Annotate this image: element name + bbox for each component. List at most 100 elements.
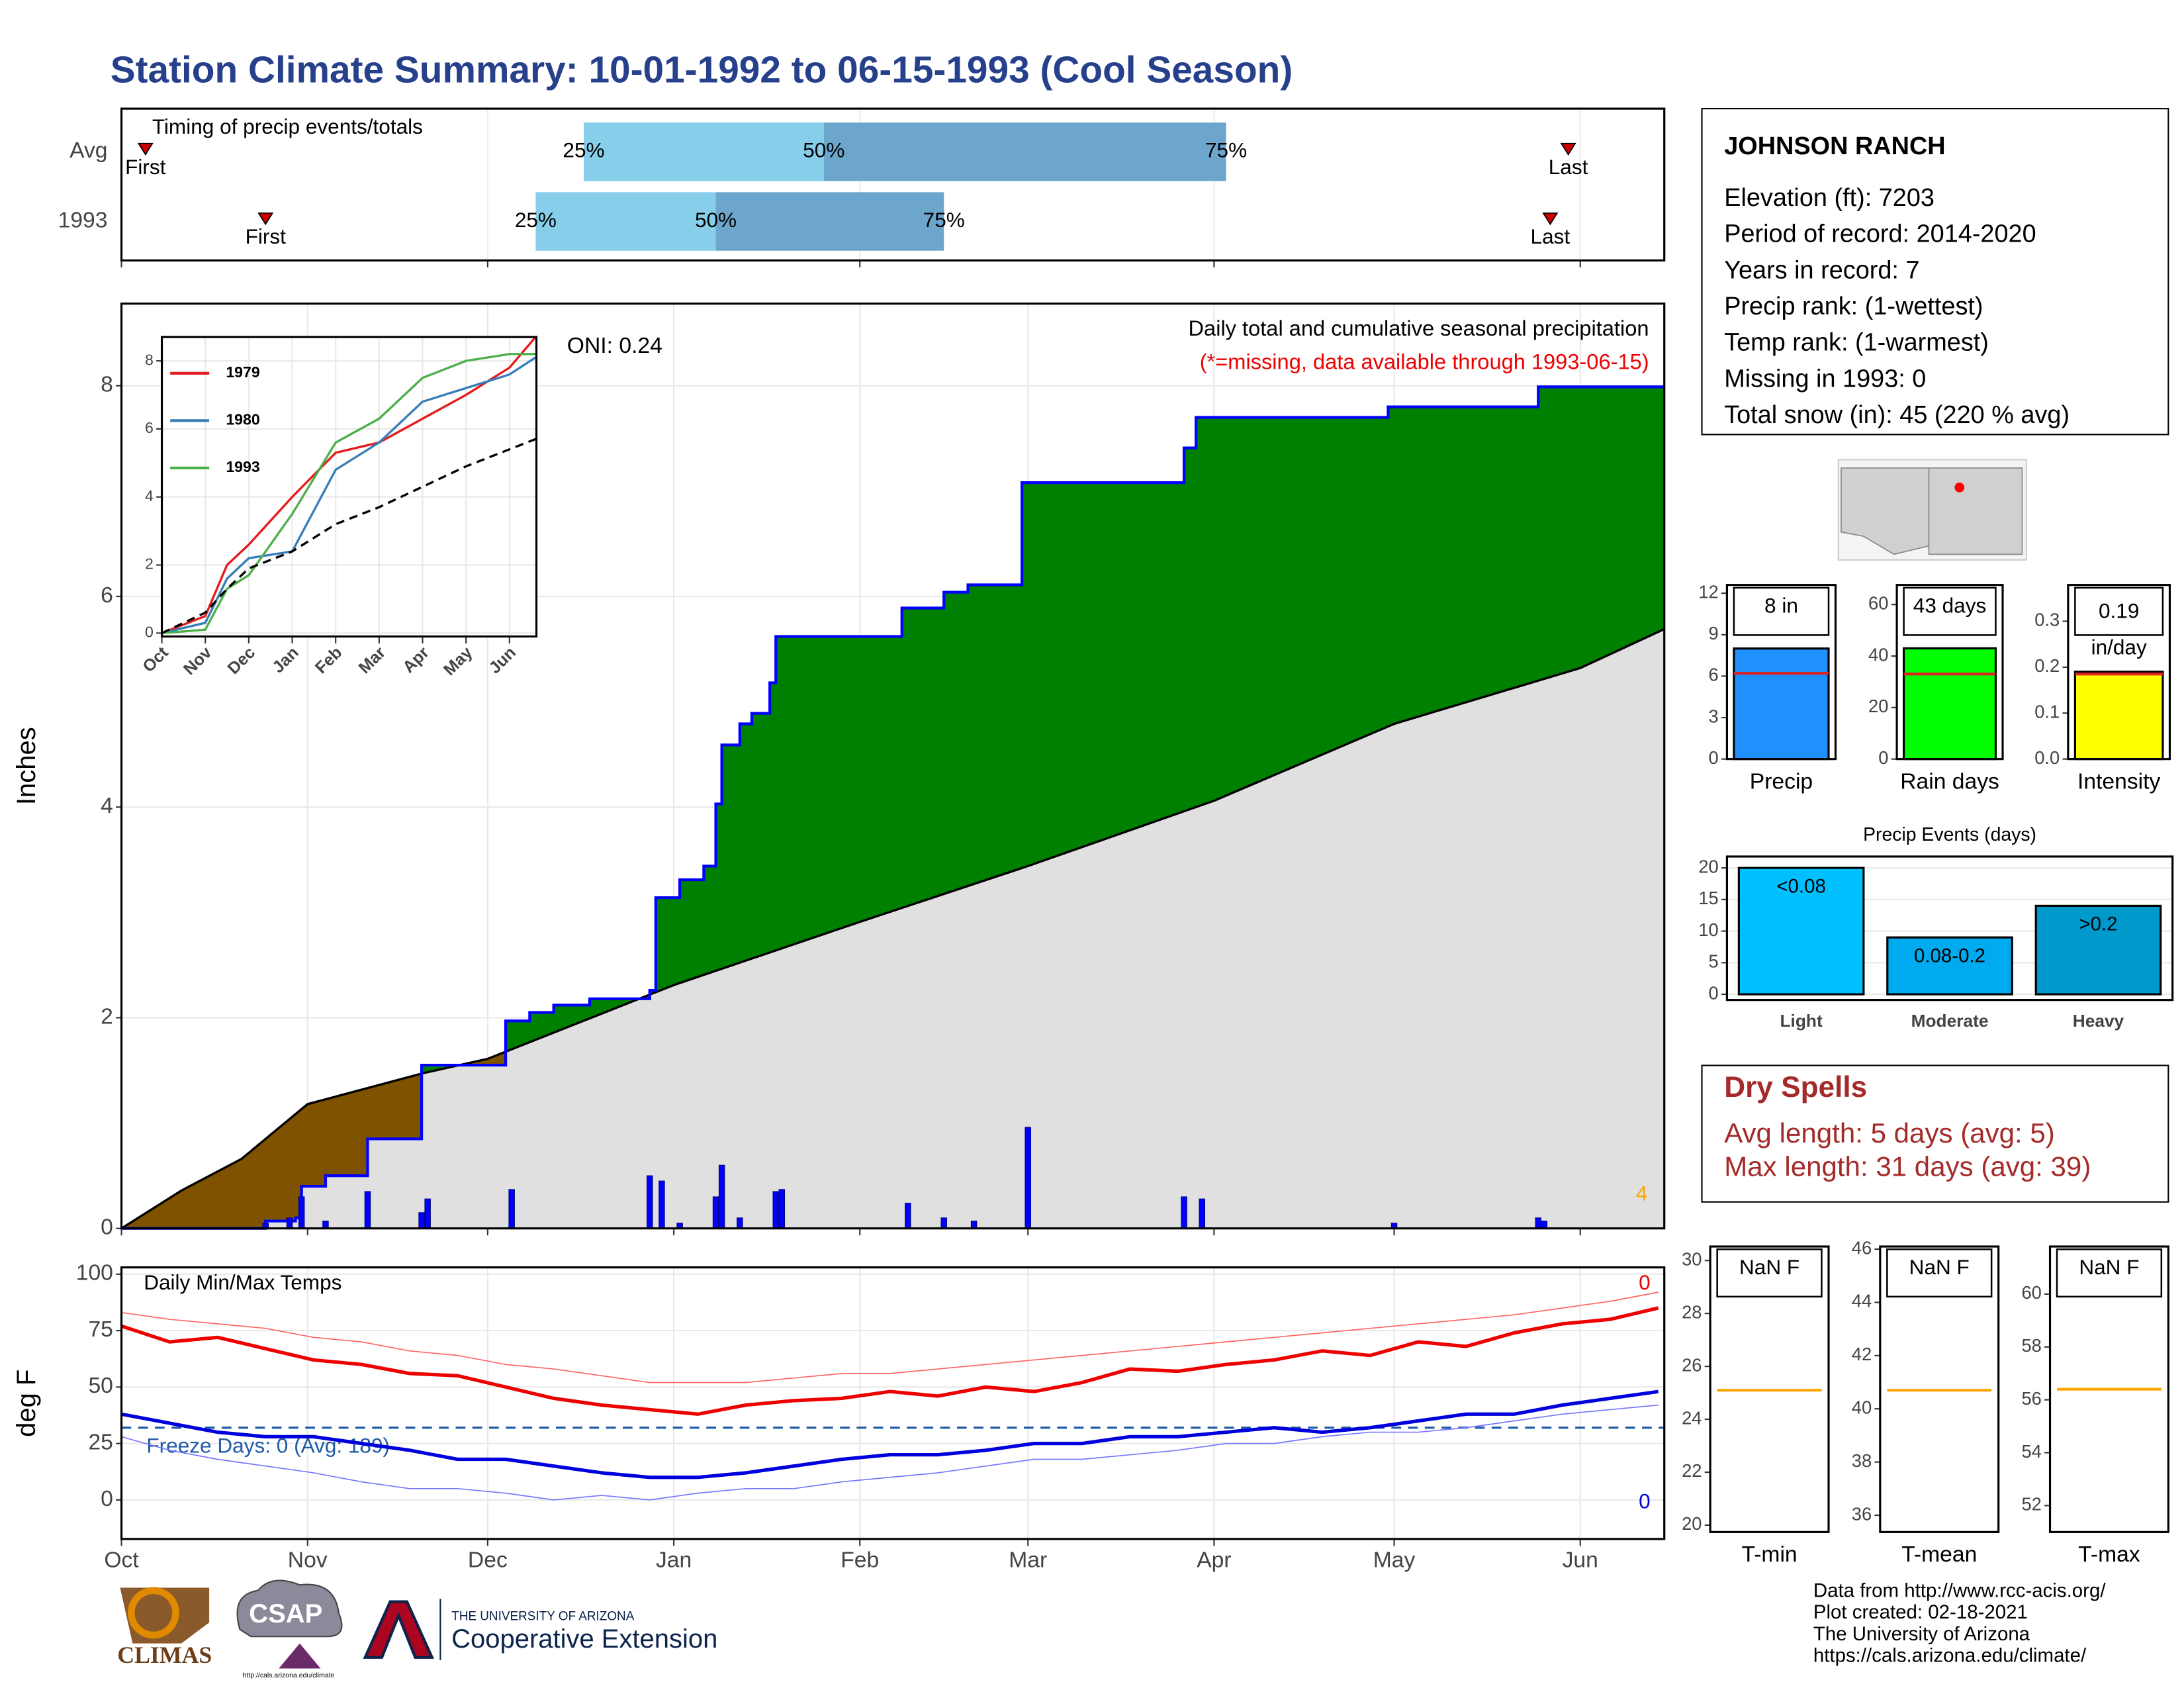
station-line: Missing in 1993: 0 [1724,365,1926,393]
y-tick-label: 9 [1709,623,1719,643]
station-line: Period of record: 2014-2020 [1724,220,2036,248]
y-tick-label: 60 [1868,592,1888,613]
y-tick-label: 8 [145,351,154,368]
plot-frame [120,107,1666,262]
dry-spells-box [1701,1064,2169,1203]
y-tick-label: 4 [145,487,154,504]
daily-bar [364,1191,371,1229]
page-title: Station Climate Summary: 10-01-1992 to 0… [111,49,1293,91]
x-tick-label: Feb [841,1548,879,1572]
y-tick-label: 5 [1709,951,1719,972]
series-line [121,1291,1659,1383]
extension-name: Cooperative Extension [451,1624,717,1654]
corner-label: 4 [1636,1182,1648,1205]
x-tick-label: Apr [1197,1548,1231,1572]
y-tick-label: 6 [1709,665,1719,685]
bar [2034,904,2162,996]
y-tick-label: 46 [1852,1237,1872,1258]
y-tick-label: 30 [1682,1248,1702,1269]
chart-title: Precip Events (days) [1863,824,2036,845]
y-tick-label: 6 [101,583,113,608]
series-line [161,356,537,635]
climas-logo: CLIMAS [117,1642,212,1668]
y-tick-label: 0 [101,1215,113,1240]
timing-title: Timing of precip events/totals [152,115,423,138]
plot-frame [2067,584,2171,761]
station-line: Precip rank: (1-wettest) [1724,293,1983,320]
footer-line: Plot created: 02-18-2021 [1813,1601,2028,1623]
daily-bar [905,1202,911,1229]
category-label: T-mean [1901,1542,1977,1567]
value-label-box [1886,1248,1993,1298]
quartile-label: 50% [803,138,844,162]
y-tick-label: 25 [88,1430,113,1455]
dry-spell-line: Max length: 31 days (avg: 39) [1724,1150,2091,1182]
category-label: Intensity [2077,769,2161,794]
y-tick-label: 8 [101,373,113,397]
daily-bar [772,1191,779,1229]
y-tick-label: 2 [145,555,154,573]
row-label: 1993 [58,208,108,232]
end-label: 0 [1639,1270,1651,1294]
daily-bar [424,1198,431,1229]
value-label: NaN F [2079,1255,2139,1279]
daily-bar [1024,1127,1031,1229]
daily-bar [322,1221,329,1229]
university-name: THE UNIVERSITY OF ARIZONA [451,1610,635,1624]
event-marker [1560,142,1576,156]
value-label-box [1716,1248,1823,1298]
series-line [120,1306,1659,1416]
y-axis-title: deg F [12,1370,41,1437]
climas-mark [128,1587,179,1639]
y-tick-label: 26 [1682,1354,1702,1375]
daily-bar [1535,1217,1541,1229]
legend-label: 1979 [226,363,259,381]
oni-label: ONI: 0.24 [567,334,662,358]
daily-bar [970,1221,978,1229]
quartile-bar [715,192,944,251]
value-label-box [2074,586,2164,636]
series-line [121,1404,1659,1501]
y-tick-label: 0 [1709,982,1719,1003]
station-box [1701,108,2169,436]
y-tick-label: 58 [2021,1335,2041,1356]
y-tick-label: 0.0 [2034,747,2060,768]
category-label: T-max [2078,1542,2140,1567]
plot-frame [1725,584,1837,761]
base-fill [121,629,1664,1229]
csap-logo: CSAP [249,1599,322,1628]
daily-bar [418,1212,425,1229]
y-tick-label: 44 [1852,1291,1872,1311]
footer-line: https://cals.arizona.edu/climate/ [1813,1644,2087,1666]
marker-label: Last [1549,155,1588,179]
ua-mark [363,1600,434,1659]
locator-map [1837,459,2027,561]
daily-bar [778,1189,786,1229]
y-tick-label: 0.1 [2034,701,2060,722]
y-tick-label: 15 [1698,888,1718,908]
value-label: 43 days [1913,594,1987,618]
daily-bar [286,1217,293,1229]
csap-mark [279,1643,321,1669]
y-tick-label: 0 [101,1487,113,1511]
series-line [161,353,536,635]
event-marker [1542,212,1559,226]
daily-bar [647,1175,653,1229]
quartile-label: 50% [695,208,737,232]
annotation: Daily total and cumulative seasonal prec… [1189,316,1649,340]
daily-bar [737,1217,743,1229]
x-tick-label: May [1373,1548,1416,1572]
category-label: Moderate [1911,1011,1989,1031]
value-label: <0.08 [1776,875,1826,897]
y-tick-label: 0 [1709,747,1719,768]
value-label: 0.08-0.2 [1914,945,1985,966]
x-tick-label: Jun [1563,1548,1598,1572]
y-tick-label: 3 [1709,706,1719,726]
value-label: 8 in [1764,594,1798,618]
station-name: JOHNSON RANCH [1724,132,1945,160]
daily-bar [718,1164,725,1229]
plot-frame [160,336,538,638]
y-tick-label: 20 [1698,856,1718,876]
event-marker [257,212,274,226]
